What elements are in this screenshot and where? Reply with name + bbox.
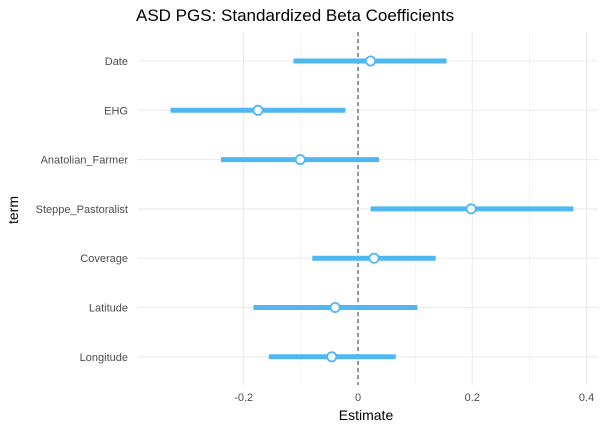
point-estimate bbox=[365, 55, 377, 67]
point-estimates bbox=[252, 55, 477, 363]
y-tick-label: Date bbox=[105, 56, 128, 68]
point-estimate bbox=[329, 301, 341, 313]
y-tick-label: Steppe_Pastoralist bbox=[36, 204, 128, 216]
x-tick-label: 0.4 bbox=[579, 392, 594, 404]
point-estimate bbox=[465, 203, 477, 215]
x-axis-title: Estimate bbox=[339, 407, 394, 423]
x-tick-label: -0.2 bbox=[234, 392, 253, 404]
y-axis-title: term bbox=[5, 196, 21, 224]
x-tick-labels: -0.2 0 0.2 0.4 bbox=[234, 392, 594, 404]
point-estimate bbox=[252, 104, 264, 116]
x-tick-label: 0.2 bbox=[465, 392, 480, 404]
point-estimate bbox=[368, 252, 380, 264]
point-estimate bbox=[326, 351, 338, 363]
chart-title: ASD PGS: Standardized Beta Coefficients bbox=[136, 6, 454, 25]
y-tick-labels: Date EHG Anatolian_Farmer Steppe_Pastoralis… bbox=[36, 56, 129, 364]
y-tick-label: EHG bbox=[104, 105, 128, 117]
y-tick-label: Longitude bbox=[80, 352, 128, 364]
y-tick-label: Coverage bbox=[80, 253, 128, 265]
y-tick-label: Anatolian_Farmer bbox=[41, 155, 129, 167]
y-tick-label: Latitude bbox=[89, 303, 128, 315]
point-estimate bbox=[294, 154, 306, 166]
x-tick-label: 0 bbox=[355, 392, 361, 404]
